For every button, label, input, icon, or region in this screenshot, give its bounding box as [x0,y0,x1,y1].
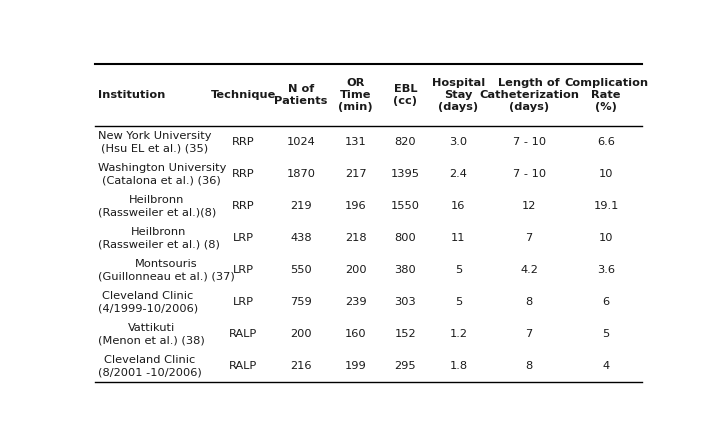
Text: RRP: RRP [232,137,255,147]
Text: 7: 7 [526,329,533,339]
Text: Length of
Catheterization
(days): Length of Catheterization (days) [479,77,579,112]
Text: 11: 11 [452,233,466,243]
Text: 3.0: 3.0 [449,137,467,147]
Text: RALP: RALP [229,329,257,339]
Text: Hospital
Stay
(days): Hospital Stay (days) [432,77,485,112]
Text: Cleveland Clinic
(8/2001 -10/2006): Cleveland Clinic (8/2001 -10/2006) [98,355,201,377]
Text: 4.2: 4.2 [520,265,538,275]
Text: Washington University
(Catalona et al.) (36): Washington University (Catalona et al.) … [98,163,226,185]
Text: 303: 303 [395,297,416,307]
Text: New York University
(Hsu EL et al.) (35): New York University (Hsu EL et al.) (35) [98,131,211,153]
Text: 19.1: 19.1 [593,201,619,211]
Text: 3.6: 3.6 [597,265,615,275]
Text: Vattikuti
(Menon et al.) (38): Vattikuti (Menon et al.) (38) [98,323,204,345]
Text: RRP: RRP [232,169,255,179]
Text: Heilbronn
(Rassweiler et al.)(8): Heilbronn (Rassweiler et al.)(8) [98,195,216,217]
Text: 217: 217 [345,169,367,179]
Text: RRP: RRP [232,201,255,211]
Text: LRP: LRP [233,265,254,275]
Text: 295: 295 [395,361,416,371]
Text: 12: 12 [522,201,536,211]
Text: Cleveland Clinic
(4/1999-10/2006): Cleveland Clinic (4/1999-10/2006) [98,291,198,313]
Text: LRP: LRP [233,233,254,243]
Text: 7 - 10: 7 - 10 [513,137,546,147]
Text: 131: 131 [345,137,367,147]
Text: EBL
(cc): EBL (cc) [393,84,418,106]
Text: N of
Patients: N of Patients [275,84,328,106]
Text: 759: 759 [290,297,312,307]
Text: 1550: 1550 [391,201,420,211]
Text: 5: 5 [603,329,610,339]
Text: 1.8: 1.8 [449,361,467,371]
Text: 1024: 1024 [287,137,316,147]
Text: 6: 6 [603,297,610,307]
Text: 239: 239 [345,297,367,307]
Text: 196: 196 [345,201,367,211]
Text: Technique: Technique [211,90,276,100]
Text: LRP: LRP [233,297,254,307]
Text: 16: 16 [452,201,466,211]
Text: 200: 200 [345,265,367,275]
Text: 216: 216 [290,361,312,371]
Text: 1870: 1870 [287,169,316,179]
Text: 160: 160 [345,329,367,339]
Text: OR
Time
(min): OR Time (min) [339,77,373,112]
Text: 10: 10 [599,233,613,243]
Text: 6.6: 6.6 [597,137,615,147]
Text: 200: 200 [290,329,312,339]
Text: 8: 8 [526,361,533,371]
Text: Institution: Institution [98,90,165,100]
Text: Montsouris
(Guillonneau et al.) (37): Montsouris (Guillonneau et al.) (37) [98,259,234,281]
Text: 4: 4 [603,361,610,371]
Text: 550: 550 [290,265,312,275]
Text: 152: 152 [395,329,416,339]
Text: 219: 219 [290,201,312,211]
Text: 1.2: 1.2 [449,329,467,339]
Text: 438: 438 [290,233,312,243]
Text: RALP: RALP [229,361,257,371]
Text: 218: 218 [345,233,367,243]
Text: 199: 199 [345,361,367,371]
Text: 380: 380 [395,265,416,275]
Text: 800: 800 [395,233,416,243]
Text: 5: 5 [455,265,462,275]
Text: Complication
Rate
(%): Complication Rate (%) [564,77,649,112]
Text: Heilbronn
(Rassweiler et al.) (8): Heilbronn (Rassweiler et al.) (8) [98,227,219,249]
Text: 8: 8 [526,297,533,307]
Text: 820: 820 [395,137,416,147]
Text: 10: 10 [599,169,613,179]
Text: 5: 5 [455,297,462,307]
Text: 1395: 1395 [391,169,420,179]
Text: 7 - 10: 7 - 10 [513,169,546,179]
Text: 7: 7 [526,233,533,243]
Text: 2.4: 2.4 [449,169,467,179]
